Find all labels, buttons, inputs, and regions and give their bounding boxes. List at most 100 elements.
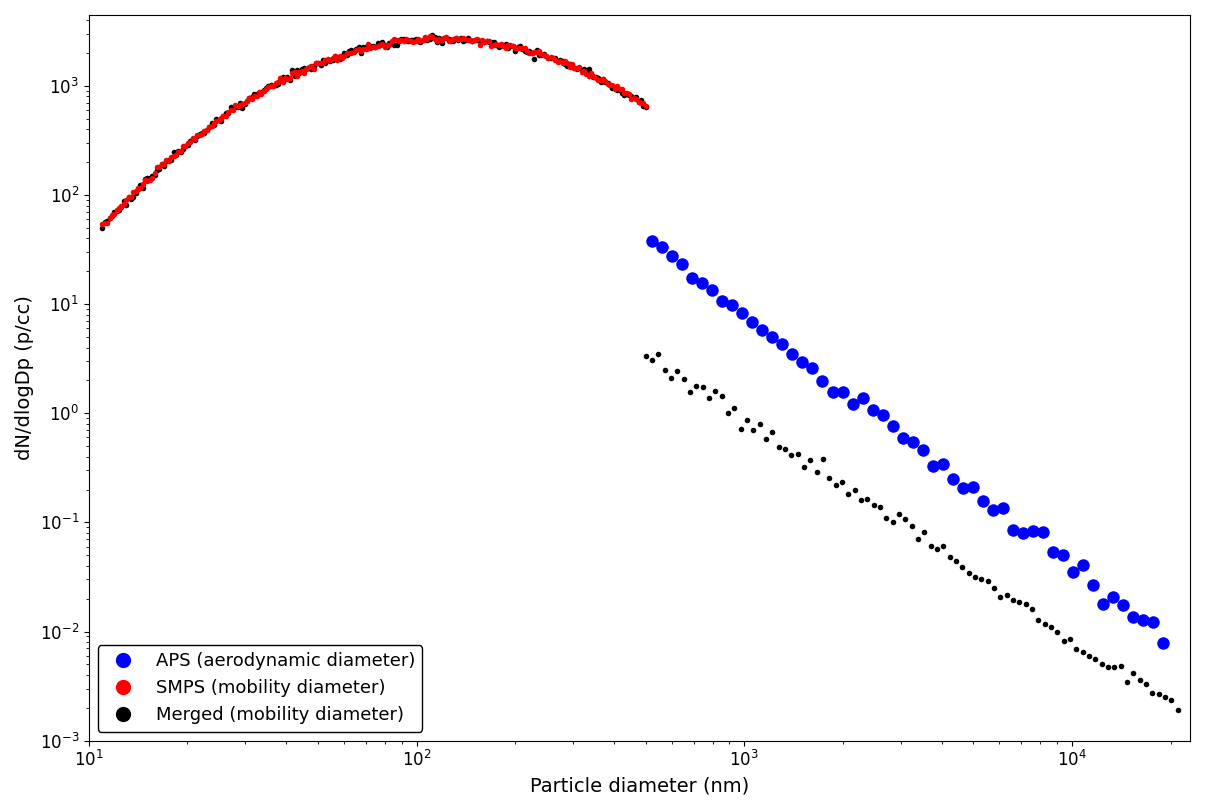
Point [137, 171, 157, 184]
Point [504, 40, 523, 53]
Point [149, 162, 169, 175]
Point [145, 168, 164, 181]
Point [193, 127, 212, 140]
Point [130, 181, 149, 194]
Point [565, 62, 584, 75]
Point [577, 65, 596, 78]
Point [100, 212, 119, 225]
Point [512, 42, 531, 55]
Point [590, 76, 610, 89]
Point [610, 83, 629, 96]
Point [110, 202, 129, 215]
Point [271, 71, 290, 84]
Point [1156, 690, 1175, 703]
Point [539, 52, 558, 65]
Point [551, 55, 570, 68]
Point [572, 63, 592, 76]
Point [953, 561, 972, 573]
Point [534, 47, 553, 60]
Point [421, 30, 440, 43]
Point [1162, 694, 1181, 707]
Point [114, 194, 134, 207]
Point [712, 294, 731, 307]
Point [572, 65, 592, 78]
Point [178, 137, 198, 150]
Point [406, 35, 425, 48]
Point [895, 513, 915, 526]
Point [240, 92, 259, 104]
Point [512, 42, 531, 55]
Point [971, 573, 991, 586]
Point [1004, 523, 1023, 536]
Point [176, 139, 195, 152]
Point [216, 107, 235, 120]
Point [539, 51, 558, 64]
Point [631, 96, 651, 109]
Point [510, 41, 529, 54]
Point [468, 33, 487, 46]
Point [202, 117, 222, 130]
Point [517, 45, 536, 58]
Point [548, 54, 568, 67]
Point [946, 554, 965, 567]
Point [1016, 598, 1035, 611]
Point [208, 113, 228, 126]
Point [416, 31, 435, 44]
Point [183, 133, 202, 146]
Point [249, 85, 269, 98]
Point [586, 70, 605, 83]
Point [772, 338, 792, 351]
Point [553, 56, 572, 69]
Point [794, 461, 813, 474]
Point [484, 38, 504, 51]
Point [354, 42, 374, 55]
Point [1023, 525, 1042, 538]
Point [289, 66, 308, 79]
Point [631, 94, 651, 107]
Point [629, 96, 648, 109]
Point [274, 76, 293, 89]
Point [154, 158, 174, 171]
Point [135, 173, 154, 186]
Point [159, 154, 178, 167]
Point [133, 181, 152, 194]
Point [257, 81, 276, 94]
Point [294, 66, 313, 79]
Point [396, 32, 416, 45]
Point [1060, 633, 1080, 646]
Point [330, 53, 349, 66]
Point [408, 34, 428, 47]
Point [394, 32, 413, 45]
Point [693, 277, 712, 290]
Point [349, 40, 369, 53]
Point [161, 151, 181, 164]
Point [114, 197, 134, 210]
Point [296, 62, 316, 75]
Point [375, 38, 394, 51]
Point [619, 88, 639, 101]
Point [682, 272, 701, 285]
Point [93, 222, 112, 235]
Point [152, 158, 171, 171]
Point [147, 164, 166, 177]
Point [583, 69, 602, 82]
Point [590, 74, 610, 87]
Point [510, 40, 529, 53]
Point [218, 106, 237, 119]
Point [605, 81, 624, 94]
Point [598, 77, 617, 90]
Point [642, 353, 662, 366]
Point [112, 199, 131, 212]
Point [1034, 525, 1053, 538]
Point [233, 98, 252, 111]
Point [823, 386, 842, 399]
Point [416, 32, 435, 45]
Point [93, 218, 112, 231]
Point [610, 83, 629, 96]
Point [997, 589, 1016, 602]
Point [825, 478, 845, 491]
Point [389, 34, 408, 47]
Point [1010, 596, 1029, 609]
Point [453, 34, 472, 47]
Point [813, 453, 833, 466]
